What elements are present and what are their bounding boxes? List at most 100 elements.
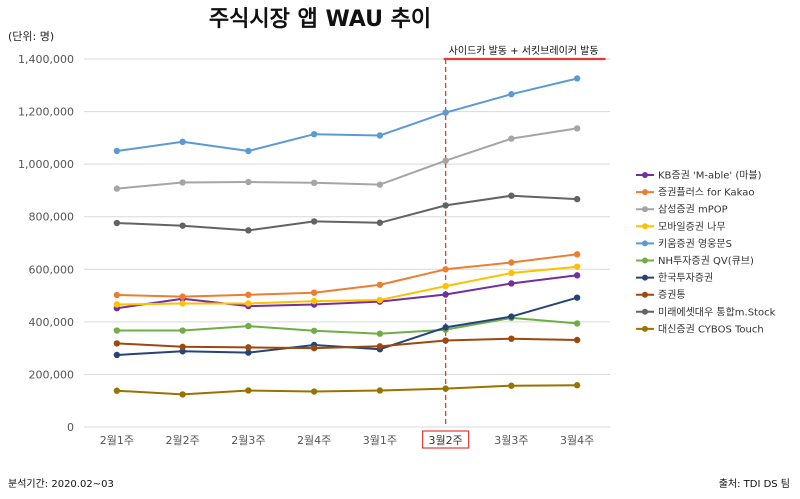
legend-label: 대신증권 CYBOS Touch <box>658 323 764 335</box>
data-point <box>179 179 186 186</box>
data-point <box>179 348 186 355</box>
legend-label: KB증권 'M-able' (마블) <box>658 170 762 182</box>
data-point <box>508 382 515 389</box>
data-point <box>245 322 252 330</box>
legend-item: 증권통 <box>636 289 686 301</box>
unit-label: (단위: 명) <box>8 30 54 43</box>
y-tick-label: 0 <box>67 421 74 434</box>
legend-label: 증권플러스 for Kakao <box>658 187 754 199</box>
y-tick-label: 1,400,000 <box>18 53 74 66</box>
data-point <box>573 336 581 344</box>
data-point <box>113 147 121 155</box>
data-point <box>573 263 581 270</box>
series-5 <box>113 75 581 155</box>
data-point <box>376 343 384 350</box>
data-point <box>376 132 384 139</box>
x-tick-label: 2월3주 <box>231 434 265 447</box>
series-line <box>116 194 578 232</box>
data-point <box>573 382 581 389</box>
data-point <box>179 222 186 229</box>
data-point <box>310 130 318 138</box>
y-tick-label: 600,000 <box>29 263 75 276</box>
data-point <box>113 340 121 347</box>
data-point <box>245 349 252 356</box>
series-layer <box>113 75 581 398</box>
data-point <box>245 178 252 186</box>
data-point <box>113 351 121 359</box>
data-point <box>179 138 186 145</box>
legend-label: 미래에셋대우 통합m.Stock <box>658 306 776 318</box>
data-point <box>113 185 121 192</box>
legend-swatch-marker <box>642 291 648 298</box>
data-point <box>376 281 384 288</box>
series-line <box>116 265 578 306</box>
data-point <box>442 109 449 116</box>
legend-swatch-marker <box>642 274 648 281</box>
data-point <box>310 289 318 296</box>
data-point <box>113 387 121 394</box>
y-tick-label: 400,000 <box>29 316 75 329</box>
data-point <box>245 387 252 394</box>
series-9 <box>113 192 581 234</box>
data-point <box>310 327 318 334</box>
legend-item: 한국투자증권 <box>636 272 713 284</box>
data-point <box>508 280 515 287</box>
data-point <box>442 157 449 164</box>
data-point <box>442 324 449 331</box>
y-tick-label: 1,000,000 <box>18 158 74 171</box>
series-line <box>116 316 578 335</box>
legend-item: 삼성증권 mPOP <box>636 204 728 216</box>
legend-item: 미래에셋대우 통합m.Stock <box>636 306 776 318</box>
data-point <box>508 313 515 320</box>
data-point <box>573 75 581 82</box>
legend-item: 증권플러스 for Kakao <box>636 187 754 199</box>
grid-lines <box>84 58 610 428</box>
legend-label: NH투자증권 QV(큐브) <box>658 255 754 267</box>
data-point <box>310 297 318 305</box>
series-3 <box>113 125 581 192</box>
x-tick-label: 2월1주 <box>100 434 134 447</box>
legend-swatch-marker <box>642 240 648 247</box>
data-point <box>573 195 581 203</box>
data-point <box>376 181 384 188</box>
legend-label: 삼성증권 mPOP <box>658 204 728 216</box>
data-point <box>376 387 384 394</box>
legend-swatch-marker <box>642 223 648 230</box>
data-point <box>573 251 581 258</box>
x-tick-label: 3월2주 <box>429 434 463 447</box>
data-point <box>508 269 515 277</box>
data-point <box>245 300 252 307</box>
data-point <box>442 337 449 344</box>
data-point <box>310 179 318 187</box>
data-point <box>508 259 515 266</box>
data-point <box>508 91 515 98</box>
annotation-text: 사이드카 발동 + 서킷브레이커 발동 <box>449 45 599 57</box>
data-point <box>179 391 186 398</box>
series-2 <box>113 251 581 300</box>
legend-swatch-marker <box>642 206 648 213</box>
data-point <box>573 125 581 132</box>
legend-swatch-marker <box>642 189 648 196</box>
data-point <box>245 291 252 298</box>
y-tick-label: 200,000 <box>29 368 75 381</box>
data-point <box>179 300 186 307</box>
chart-title: 주식시장 앱 WAU 추이 <box>209 7 431 32</box>
data-point <box>376 330 384 337</box>
data-point <box>113 291 121 299</box>
legend-swatch-marker <box>642 308 648 315</box>
legend-label: 키움증권 영웅문S <box>658 238 732 250</box>
series-10 <box>113 382 581 398</box>
data-point <box>113 327 121 334</box>
legend-item: 대신증권 CYBOS Touch <box>636 323 764 335</box>
data-point <box>573 294 581 301</box>
data-point <box>442 385 449 392</box>
series-line <box>116 274 578 310</box>
legend-swatch-marker <box>642 257 648 264</box>
data-point <box>179 343 186 351</box>
series-line <box>116 77 578 152</box>
legend-item: 키움증권 영웅문S <box>636 238 732 250</box>
x-axis-ticks: 2월1주 2월2주 2월3주 2월4주 3월1주 3월2주 3월3주 3월4주 <box>100 434 595 447</box>
data-point <box>442 202 449 209</box>
data-point <box>573 320 581 327</box>
